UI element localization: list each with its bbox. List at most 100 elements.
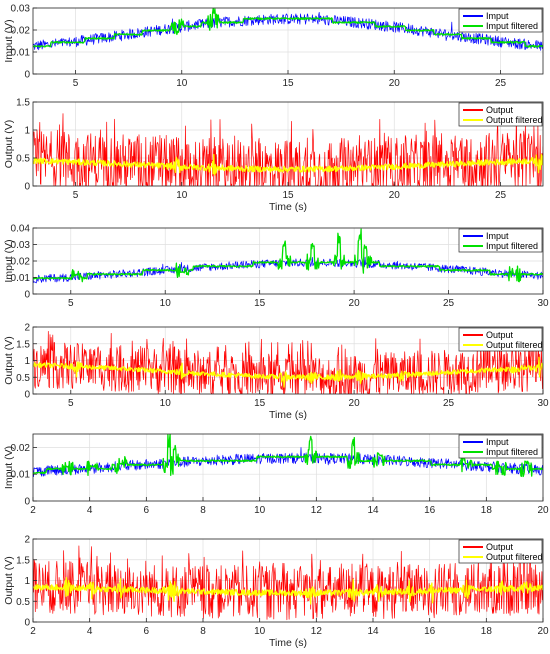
subplot-6: 2 4 6 8 10 12 14 16 18 20 0 0.5 1 1.5 2 Output (V) Time … — [3, 535, 549, 650]
y-tick-label: 0.01 — [11, 48, 31, 59]
x-tick-label: 30 — [537, 398, 549, 409]
y-tick-label: 0.03 — [11, 4, 31, 15]
x-tick-label: 5 — [73, 190, 79, 201]
x-tick-label: 6 — [144, 505, 150, 516]
x-tick-label: 12 — [311, 505, 323, 516]
legend-label: Imput — [486, 11, 509, 21]
y-tick-label: 1.5 — [16, 339, 30, 350]
y-axis-label: Imput (V) — [3, 239, 15, 282]
axes-box — [32, 433, 544, 502]
x-tick-label: 25 — [495, 190, 507, 201]
y-tick-label: 0 — [24, 497, 30, 508]
series-group — [33, 228, 543, 284]
y-tick-label: 0.01 — [11, 273, 31, 284]
x-axis-label: Time (s) — [269, 409, 307, 421]
y-tick-label: 0.04 — [11, 224, 31, 235]
y-tick-label: 1.5 — [16, 555, 30, 566]
x-tick-label: 5 — [68, 398, 74, 409]
y-tick-label: 0.01 — [11, 470, 31, 481]
x-tick-label: 16 — [424, 626, 436, 637]
x-tick-label: 12 — [311, 626, 323, 637]
x-tick-label: 20 — [537, 505, 549, 516]
x-tick-label: 5 — [68, 298, 74, 309]
legend-label: Imput filtered — [486, 241, 538, 251]
x-tick-label: 30 — [537, 298, 549, 309]
x-tick-label: 14 — [367, 505, 379, 516]
y-axis-label: Output (V) — [3, 120, 15, 168]
x-tick-label: 25 — [443, 398, 455, 409]
x-tick-label: 20 — [537, 626, 549, 637]
legend-label: Imput filtered — [486, 21, 538, 31]
series-line — [33, 331, 543, 394]
legend-label: Output — [486, 105, 514, 115]
x-tick-label: 14 — [367, 626, 379, 637]
subplot-3: 5 10 15 20 25 30 0 0.01 0.02 0.03 0.04 Imput (V) Imp… — [3, 224, 549, 310]
x-tick-label: 10 — [254, 505, 266, 516]
x-tick-label: 10 — [176, 78, 188, 89]
legend-label: Output filtered — [486, 115, 543, 125]
legend-label: Imput filtered — [486, 447, 538, 457]
y-tick-label: 0 — [24, 290, 30, 301]
legend-label: Output filtered — [486, 340, 543, 350]
y-tick-label: 1.5 — [16, 98, 30, 109]
legend-label: Output — [486, 542, 514, 552]
subplot-4: 5 10 15 20 25 30 0 0.5 1 1.5 2 Output (V) Time (s) Ou… — [3, 323, 549, 422]
y-tick-label: 1 — [24, 356, 30, 367]
x-tick-label: 25 — [495, 78, 507, 89]
x-tick-label: 10 — [160, 298, 172, 309]
series-group — [33, 111, 543, 186]
y-tick-label: 2 — [24, 323, 30, 334]
y-tick-label: 1 — [24, 126, 30, 137]
x-tick-label: 6 — [144, 626, 150, 637]
x-tick-label: 10 — [254, 626, 266, 637]
x-tick-label: 15 — [254, 298, 266, 309]
series-line — [33, 356, 543, 388]
x-tick-label: 20 — [349, 298, 361, 309]
y-tick-label: 0.02 — [11, 257, 31, 268]
y-axis-label: Output (V) — [3, 336, 15, 384]
legend-label: Output — [486, 330, 514, 340]
x-tick-label: 5 — [73, 78, 79, 89]
y-tick-label: 0 — [24, 70, 30, 81]
series-line — [33, 153, 543, 176]
y-tick-label: 0.5 — [16, 597, 30, 608]
series-group — [33, 8, 543, 51]
series-group — [33, 545, 543, 621]
y-axis-label: Imput (V) — [3, 19, 15, 62]
y-tick-label: 0 — [24, 390, 30, 401]
legend-label: Imput — [486, 437, 509, 447]
y-tick-label: 0.5 — [16, 154, 30, 165]
x-axis-label: Time (s) — [269, 637, 307, 649]
x-tick-label: 4 — [87, 626, 93, 637]
y-tick-label: 0.03 — [11, 240, 31, 251]
x-tick-label: 10 — [160, 398, 172, 409]
legend-label: Imput — [486, 231, 509, 241]
series-group — [33, 434, 543, 478]
y-tick-label: 1 — [24, 576, 30, 587]
x-tick-label: 25 — [443, 298, 455, 309]
series-line — [33, 228, 543, 283]
y-tick-label: 2 — [24, 535, 30, 546]
x-tick-label: 15 — [282, 190, 294, 201]
x-tick-label: 20 — [389, 78, 401, 89]
x-tick-label: 20 — [389, 190, 401, 201]
series-line — [33, 434, 543, 478]
x-tick-label: 18 — [481, 505, 493, 516]
x-tick-label: 2 — [30, 626, 36, 637]
x-tick-label: 16 — [424, 505, 436, 516]
y-tick-label: 0.02 — [11, 26, 31, 37]
x-tick-label: 4 — [87, 505, 93, 516]
x-tick-label: 15 — [254, 398, 266, 409]
series-group — [33, 331, 543, 394]
x-tick-label: 18 — [481, 626, 493, 637]
x-tick-label: 2 — [30, 505, 36, 516]
y-tick-label: 0.5 — [16, 373, 30, 384]
